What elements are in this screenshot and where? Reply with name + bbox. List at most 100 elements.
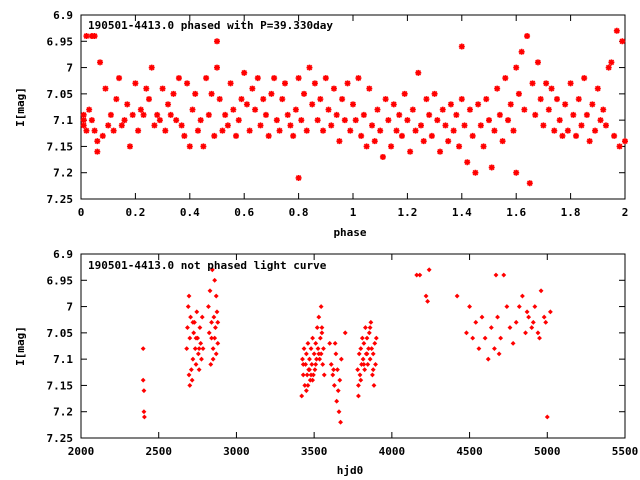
phased-data-point: [366, 85, 373, 92]
phased-xtick-label: 0.4: [180, 206, 200, 219]
phased-plot-xlabel: phase: [333, 226, 366, 239]
phased-data-point: [388, 143, 395, 150]
phased-data-point: [290, 132, 297, 139]
phased-data-point: [186, 143, 193, 150]
phased-data-point: [355, 75, 362, 82]
unphased-data-point: [370, 351, 376, 357]
phased-xtick-label: 0.2: [125, 206, 145, 219]
phased-data-point: [282, 80, 288, 87]
unphased-data-point: [309, 361, 315, 367]
phased-data-point: [398, 132, 405, 139]
unphased-ytick-label: 6.9: [53, 248, 73, 261]
unphased-data-point: [335, 388, 341, 394]
unphased-xtick-label: 4500: [456, 445, 483, 458]
phased-data-point: [200, 143, 207, 150]
unphased-data-point: [356, 383, 361, 388]
phased-data-point: [165, 101, 172, 108]
unphased-plot-xlabel: hjd0: [337, 464, 364, 477]
unphased-data-point: [303, 351, 309, 357]
phased-data-point: [551, 127, 558, 134]
unphased-xtick-label: 2000: [68, 445, 95, 458]
phased-data-point: [311, 80, 318, 87]
phased-data-point: [575, 96, 582, 103]
unphased-data-point: [526, 314, 532, 320]
unphased-data-point: [467, 304, 472, 309]
phased-data-point: [146, 96, 152, 103]
unphased-data-point: [207, 288, 213, 294]
unphased-data-point: [197, 325, 203, 331]
unphased-data-point: [317, 335, 323, 341]
unphased-xtick-label: 3000: [223, 445, 250, 458]
phased-data-point: [602, 122, 609, 129]
unphased-data-point: [310, 335, 316, 341]
phased-data-point: [510, 127, 517, 134]
phased-data-point: [570, 111, 577, 118]
unphased-data-point: [313, 361, 319, 367]
phased-data-point: [581, 75, 588, 82]
unphased-data-point: [333, 351, 339, 357]
phased-ytick-label: 7: [66, 62, 73, 75]
unphased-data-point: [544, 414, 550, 420]
unphased-data-point: [198, 340, 204, 346]
unphased-data-point: [310, 377, 316, 383]
phased-data-point: [298, 117, 305, 124]
unphased-data-point: [140, 377, 146, 383]
phased-data-point: [428, 132, 435, 139]
unphased-data-point: [188, 314, 194, 320]
phased-data-point: [407, 148, 414, 155]
phased-data-point: [445, 138, 452, 145]
phased-data-point: [211, 132, 218, 139]
unphased-data-point: [365, 361, 371, 367]
phased-data-point: [271, 75, 278, 82]
unphased-data-point: [141, 414, 147, 420]
phased-data-point: [450, 127, 457, 134]
phased-data-point: [518, 48, 525, 55]
phased-data-point: [521, 106, 528, 113]
phased-data-point: [140, 111, 147, 118]
phased-data-point: [317, 96, 324, 103]
phased-xtick-label: 2: [622, 206, 629, 219]
phased-data-point: [352, 117, 359, 124]
phased-data-point: [330, 85, 337, 92]
phased-data-point: [197, 117, 204, 124]
unphased-data-point: [300, 372, 306, 378]
unphased-data-point: [373, 335, 379, 341]
phased-data-point: [477, 122, 484, 129]
unphased-data-point: [423, 293, 429, 299]
unphased-data-point: [184, 346, 190, 352]
unphased-data-point: [454, 293, 460, 299]
phased-data-point: [437, 148, 444, 155]
phased-ytick-label: 7.05: [47, 88, 74, 101]
phased-data-point: [545, 106, 552, 113]
unphased-data-point: [479, 314, 485, 320]
phased-data-point: [586, 138, 593, 145]
phased-data-point: [554, 96, 560, 103]
unphased-data-point: [482, 335, 488, 341]
unphased-data-point: [425, 298, 431, 304]
phased-data-point: [219, 127, 226, 134]
phased-data-point: [390, 101, 397, 108]
unphased-data-point: [357, 372, 363, 378]
unphased-data-point: [361, 340, 367, 346]
unphased-data-point: [208, 361, 214, 367]
unphased-data-point: [496, 351, 502, 357]
phased-data-point: [129, 111, 136, 118]
unphased-data-point: [368, 319, 374, 325]
unphased-data-point: [305, 340, 311, 346]
phased-xtick-label: 0.6: [234, 206, 254, 219]
phased-data-point: [243, 101, 250, 108]
phased-data-point: [556, 117, 563, 124]
phased-data-point: [379, 153, 386, 160]
phased-data-point: [224, 122, 231, 129]
unphased-data-point: [523, 330, 528, 336]
phased-data-point: [336, 138, 343, 145]
phased-data-point: [292, 106, 299, 113]
unphased-data-point: [209, 335, 214, 341]
phased-data-point: [363, 143, 370, 150]
phased-data-point: [350, 101, 356, 108]
unphased-data-point: [320, 361, 326, 367]
unphased-data-point: [311, 351, 317, 357]
phased-data-point: [529, 80, 536, 87]
unphased-data-point: [373, 361, 378, 367]
phased-plot: 0 0.2 0.4 0.6 0.8 1 1.2 1.4 1.6 1.8 2 6.9 6.95 7 7.05 7…: [14, 9, 628, 239]
